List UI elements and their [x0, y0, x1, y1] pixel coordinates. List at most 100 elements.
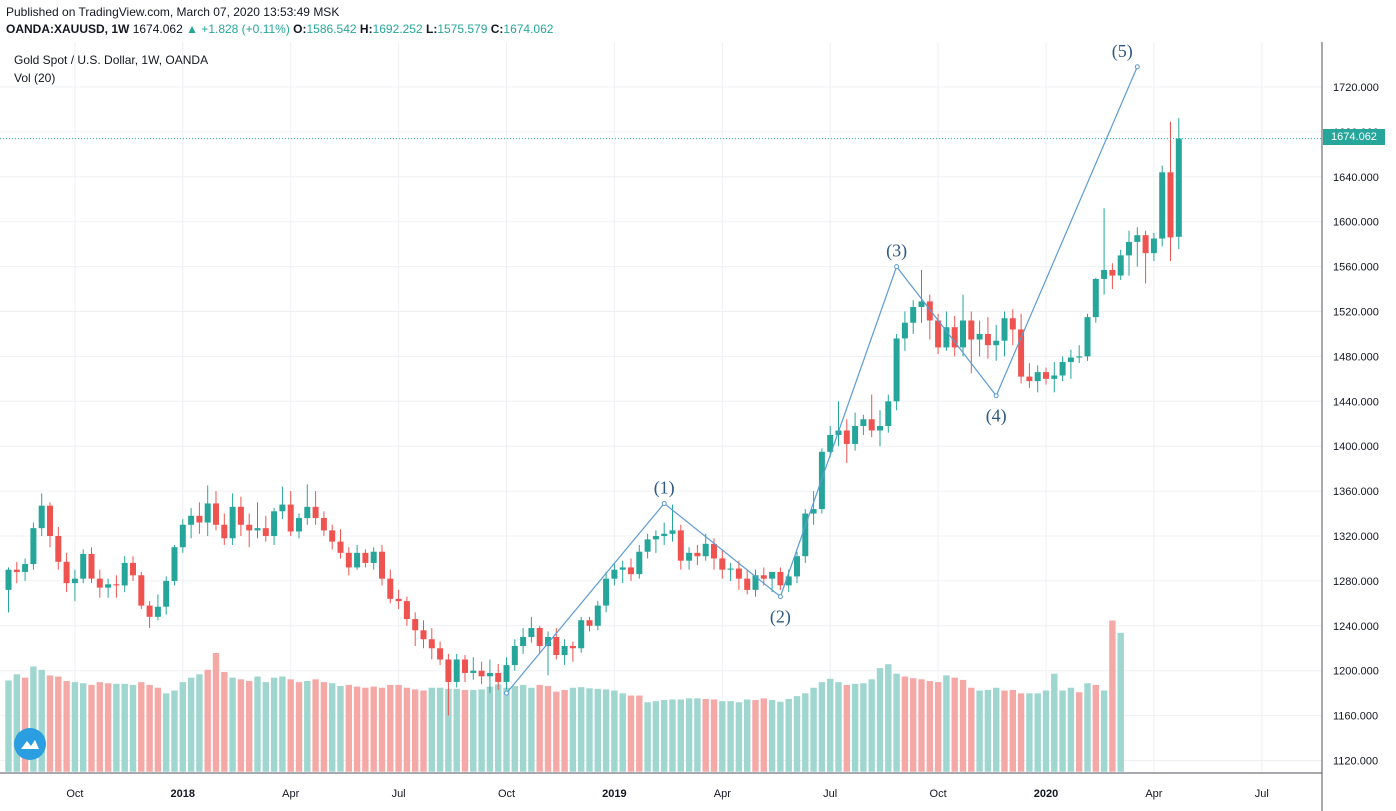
elliott-wave: (1) (2) (3) (4) (5)	[504, 42, 1140, 696]
volume-bar	[246, 681, 253, 772]
volume-bar	[96, 682, 103, 772]
volume-bar	[934, 682, 942, 772]
candle-body	[1051, 375, 1058, 379]
high-value: 1692.252	[372, 22, 423, 36]
candle-body	[354, 552, 361, 568]
candle-body	[578, 620, 585, 649]
candle-body	[437, 648, 444, 660]
volume-bar	[104, 683, 112, 772]
volume-bar	[661, 700, 668, 772]
candle-body	[213, 503, 219, 525]
candle-body	[1067, 357, 1074, 363]
wave-point	[993, 393, 999, 399]
volume-bar	[486, 686, 494, 772]
volume-bar	[129, 684, 137, 772]
volume-bar	[362, 687, 369, 772]
volume-bar	[885, 664, 892, 772]
candle-body	[470, 670, 477, 673]
candle-body	[644, 539, 651, 552]
chart-area[interactable]: (1) (2) (3) (4) (5) 1120.000 1160.000 1200.000…	[0, 42, 1396, 811]
volume-bar	[785, 698, 792, 772]
candle-body	[686, 552, 693, 561]
x-tick-label: Jul	[823, 788, 837, 800]
y-tick-label: 1400.000	[1333, 441, 1379, 453]
candle-body	[395, 598, 402, 602]
tradingview-logo-icon[interactable]	[14, 728, 46, 760]
open-label: O:	[293, 22, 307, 36]
volume-bar	[777, 701, 784, 772]
volume-bar	[793, 696, 801, 772]
volume-bar	[611, 690, 618, 772]
candle-body	[536, 628, 543, 647]
volume-bar	[1001, 690, 1008, 772]
candle-body	[1034, 372, 1041, 382]
wave-label: (5)	[1112, 42, 1133, 62]
volume-bar	[1092, 684, 1099, 772]
candle-body	[271, 511, 278, 536]
candle-body	[287, 504, 294, 532]
volume-bar	[860, 683, 867, 772]
volume-bar	[420, 690, 427, 772]
x-tick-label: Jul	[1255, 788, 1269, 800]
x-tick-label: Oct	[930, 788, 947, 800]
wave-line	[506, 66, 1138, 694]
candle-body	[320, 518, 327, 531]
candle-body	[528, 628, 535, 638]
volume-bar	[702, 698, 709, 772]
volume-bar	[295, 682, 303, 772]
volume-bar	[968, 687, 975, 772]
volume-bar	[121, 683, 128, 772]
candle-body	[462, 659, 468, 673]
candle-body	[752, 575, 759, 590]
volume-bar	[810, 687, 817, 772]
candle-body	[221, 524, 228, 539]
candle-body	[603, 578, 610, 606]
candle-body	[661, 533, 668, 536]
price-chart[interactable]: (1) (2) (3) (4) (5) 1120.000 1160.000 1200.000…	[0, 42, 1396, 811]
volume-bar	[503, 687, 510, 772]
y-tick-label: 1720.000	[1333, 82, 1379, 94]
volume-bar	[528, 687, 535, 772]
candle-body	[38, 505, 45, 529]
candle-body	[47, 505, 53, 536]
candle-body	[171, 547, 178, 581]
volume-bar	[80, 683, 87, 772]
volume-bar	[138, 682, 145, 772]
y-tick-label: 1560.000	[1333, 262, 1379, 274]
volume-bar	[511, 686, 518, 772]
candle-body	[910, 307, 917, 323]
candle-body	[860, 419, 867, 426]
candle-body	[760, 575, 767, 579]
volume-bar	[395, 684, 402, 772]
candle-body	[80, 553, 87, 579]
candle-body	[130, 562, 136, 576]
candle-body	[296, 518, 302, 532]
volume-bar	[976, 690, 983, 772]
volume-bar	[1017, 693, 1025, 772]
close-value: 1674.062	[503, 22, 554, 36]
volume-bar	[536, 684, 543, 772]
wave-label: (2)	[770, 607, 791, 628]
volume-bar	[1034, 693, 1041, 772]
volume-bar	[561, 689, 568, 772]
volume-bar	[951, 677, 958, 772]
volume-bar	[5, 680, 12, 772]
candle-body	[1159, 172, 1166, 239]
candle-body	[843, 430, 850, 444]
candle-body	[495, 672, 502, 682]
volume-bar	[179, 682, 186, 772]
candle-body	[968, 320, 975, 340]
volume-bar	[694, 698, 701, 772]
candle-body	[636, 551, 643, 575]
volume-bar	[229, 677, 236, 772]
y-tick-label: 1320.000	[1333, 531, 1379, 543]
volume-bar	[627, 695, 635, 772]
candle-body	[1109, 269, 1116, 276]
candle-body	[702, 543, 709, 557]
candle-body	[628, 567, 634, 575]
candle-body	[943, 327, 950, 348]
y-tick-label: 1520.000	[1333, 307, 1379, 319]
candle-body	[735, 568, 742, 579]
volume-bar	[461, 689, 469, 772]
volume-bar	[1042, 690, 1050, 772]
